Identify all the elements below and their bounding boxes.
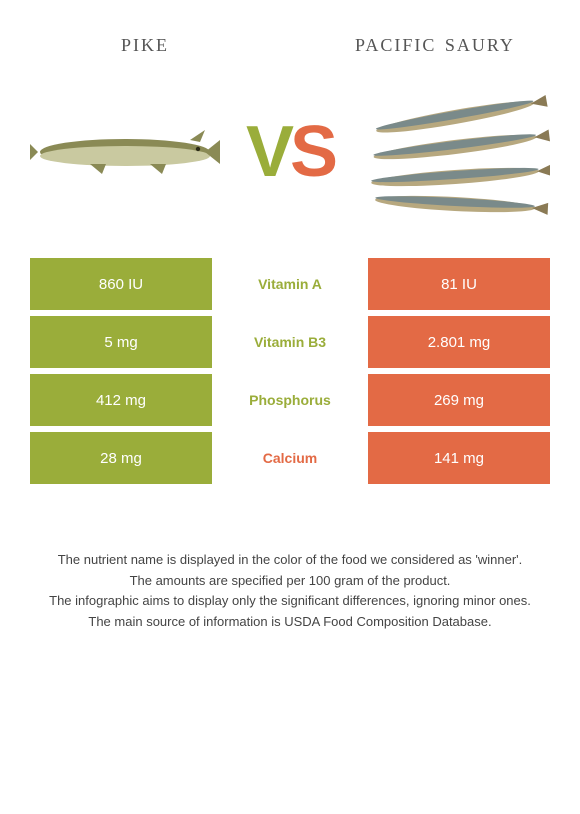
nutrient-name: Calcium <box>212 432 368 484</box>
nutrient-name: Vitamin A <box>212 258 368 310</box>
nutrient-value-right: 81 IU <box>368 258 550 310</box>
nutrient-name: Vitamin B3 <box>212 316 368 368</box>
nutrient-value-right: 269 mg <box>368 374 550 426</box>
nutrient-row: 28 mgCalcium141 mg <box>30 432 550 484</box>
food-name-left: pike <box>30 28 290 58</box>
nutrient-value-left: 412 mg <box>30 374 212 426</box>
nutrient-row: 860 IUVitamin A81 IU <box>30 258 550 310</box>
nutrient-value-left: 28 mg <box>30 432 212 484</box>
footnote-line: The amounts are specified per 100 gram o… <box>28 571 552 591</box>
vs-label: VS <box>246 111 334 193</box>
food-image-right <box>360 82 550 222</box>
footnotes: The nutrient name is displayed in the co… <box>0 550 580 631</box>
food-name-right: pacific saury <box>290 28 550 58</box>
nutrient-value-left: 5 mg <box>30 316 212 368</box>
vs-v: V <box>246 111 290 193</box>
food-image-left <box>30 82 220 222</box>
nutrient-value-right: 2.801 mg <box>368 316 550 368</box>
nutrient-row: 5 mgVitamin B32.801 mg <box>30 316 550 368</box>
footnote-line: The nutrient name is displayed in the co… <box>28 550 552 570</box>
nutrient-name: Phosphorus <box>212 374 368 426</box>
nutrient-table: 860 IUVitamin A81 IU 5 mgVitamin B32.801 … <box>30 252 550 490</box>
nutrient-value-left: 860 IU <box>30 258 212 310</box>
nutrient-row: 412 mgPhosphorus269 mg <box>30 374 550 426</box>
footnote-line: The main source of information is USDA F… <box>28 612 552 632</box>
vs-s: S <box>290 111 334 193</box>
footnote-line: The infographic aims to display only the… <box>28 591 552 611</box>
nutrient-value-right: 141 mg <box>368 432 550 484</box>
